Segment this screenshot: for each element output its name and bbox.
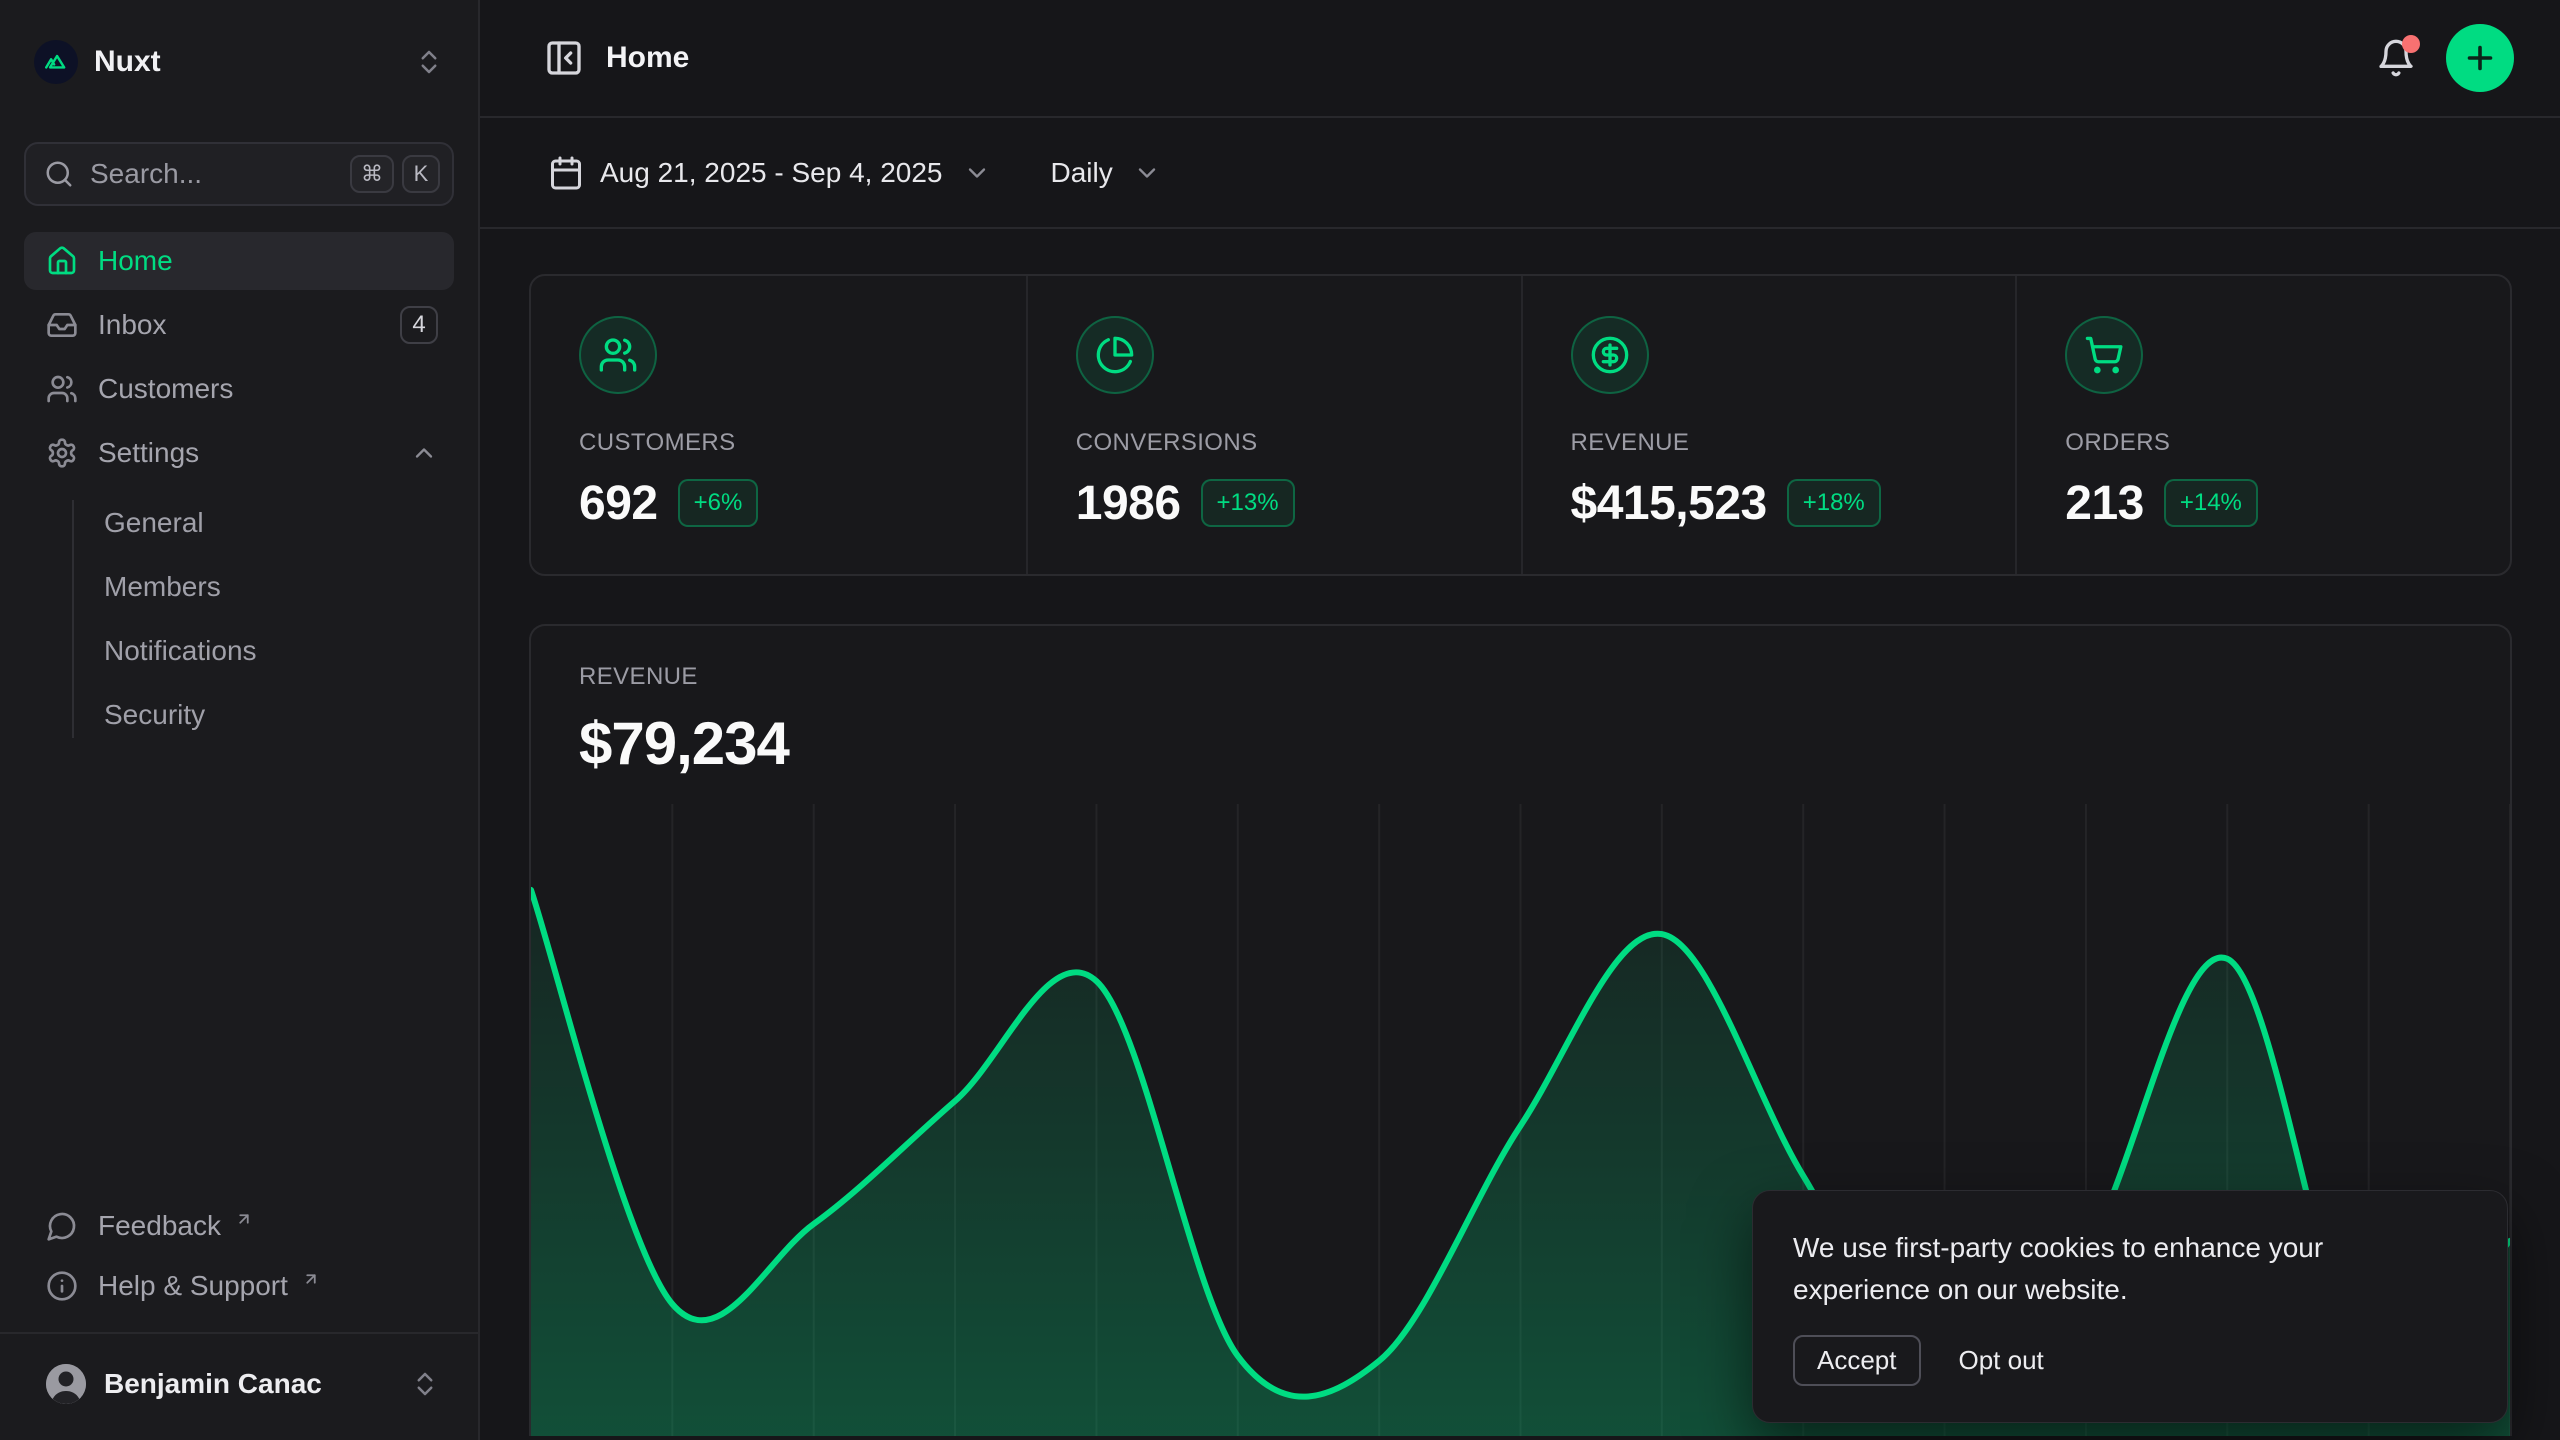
workspace-switcher[interactable]: Nuxt bbox=[24, 34, 454, 90]
cookie-banner: We use first-party cookies to enhance yo… bbox=[1752, 1190, 2508, 1423]
divider bbox=[0, 1332, 478, 1334]
user-name: Benjamin Canac bbox=[104, 1364, 322, 1403]
revenue-card-header: REVENUE $79,234 bbox=[531, 626, 2510, 786]
calendar-icon bbox=[548, 155, 584, 191]
sidebar-item-inbox[interactable]: Inbox 4 bbox=[24, 296, 454, 354]
sidebar-item-notifications[interactable]: Notifications bbox=[24, 622, 454, 680]
stat-label: ORDERS bbox=[2065, 426, 2462, 460]
sidebar-item-label: Home bbox=[98, 241, 173, 280]
home-icon bbox=[46, 245, 78, 277]
stat-delta-badge: +14% bbox=[2164, 479, 2258, 527]
chevrons-up-down-icon bbox=[410, 1369, 440, 1399]
search-placeholder: Search... bbox=[90, 154, 334, 193]
page-title: Home bbox=[606, 37, 689, 79]
inbox-count-badge: 4 bbox=[400, 306, 438, 344]
stat-conversions[interactable]: CONVERSIONS 1986 +13% bbox=[1026, 276, 1521, 576]
arrow-up-right-icon bbox=[235, 1210, 253, 1228]
revenue-value: $79,234 bbox=[579, 702, 2462, 786]
nuxt-logo-icon bbox=[34, 40, 78, 84]
message-bubble-icon bbox=[46, 1210, 78, 1242]
sidebar-item-label: Inbox bbox=[98, 305, 167, 344]
stat-value: 1986 bbox=[1076, 470, 1181, 537]
avatar bbox=[46, 1364, 86, 1404]
stat-delta-badge: +13% bbox=[1201, 479, 1295, 527]
stat-label: CUSTOMERS bbox=[579, 426, 978, 460]
add-button[interactable] bbox=[2446, 24, 2514, 92]
kbd-k: K bbox=[402, 155, 440, 193]
period-value: Daily bbox=[1051, 157, 1113, 189]
stat-label: REVENUE bbox=[1571, 426, 1968, 460]
header-actions bbox=[2376, 24, 2514, 92]
user-menu[interactable]: Benjamin Canac bbox=[24, 1352, 454, 1416]
stat-label: CONVERSIONS bbox=[1076, 426, 1473, 460]
gear-icon bbox=[46, 437, 78, 469]
shopping-cart-icon bbox=[2065, 316, 2143, 394]
sidebar-item-customers[interactable]: Customers bbox=[24, 360, 454, 418]
stat-customers[interactable]: CUSTOMERS 692 +6% bbox=[531, 276, 1026, 576]
stat-delta-badge: +6% bbox=[678, 479, 759, 527]
footer-link-label: Feedback bbox=[98, 1206, 221, 1245]
help-support-link[interactable]: Help & Support bbox=[24, 1258, 454, 1314]
chevron-down-icon bbox=[963, 159, 991, 187]
chevron-up-icon bbox=[410, 439, 438, 467]
stat-delta-badge: +18% bbox=[1787, 479, 1881, 527]
sidebar-item-label: Customers bbox=[98, 369, 233, 408]
brand-name: Nuxt bbox=[94, 41, 161, 83]
settings-children: General Members Notifications Security bbox=[24, 494, 454, 744]
sidebar-item-security[interactable]: Security bbox=[24, 686, 454, 744]
search-shortcut: ⌘ K bbox=[350, 155, 440, 193]
collapse-sidebar-button[interactable] bbox=[544, 38, 584, 78]
users-icon bbox=[46, 373, 78, 405]
app-header: Home bbox=[480, 0, 2560, 118]
date-range-picker[interactable]: Aug 21, 2025 - Sep 4, 2025 bbox=[548, 155, 991, 191]
search-input[interactable]: Search... ⌘ K bbox=[24, 142, 454, 206]
sidebar-footer: Feedback Help & Support Benjamin Canac bbox=[24, 1198, 454, 1416]
plus-icon bbox=[2462, 40, 2498, 76]
users-icon bbox=[579, 316, 657, 394]
inbox-icon bbox=[46, 309, 78, 341]
stat-revenue[interactable]: REVENUE $415,523 +18% bbox=[1521, 276, 2016, 576]
sidebar-item-settings[interactable]: Settings bbox=[24, 424, 454, 482]
toolbar: Aug 21, 2025 - Sep 4, 2025 Daily bbox=[480, 118, 2560, 229]
cookie-actions: Accept Opt out bbox=[1793, 1335, 2467, 1386]
sidebar-item-home[interactable]: Home bbox=[24, 232, 454, 290]
chevrons-up-down-icon bbox=[414, 47, 444, 77]
accept-button[interactable]: Accept bbox=[1793, 1335, 1921, 1386]
period-select[interactable]: Daily bbox=[1051, 157, 1161, 189]
feedback-link[interactable]: Feedback bbox=[24, 1198, 454, 1254]
stat-value: $415,523 bbox=[1571, 470, 1767, 537]
pie-chart-icon bbox=[1076, 316, 1154, 394]
opt-out-button[interactable]: Opt out bbox=[1959, 1345, 2044, 1376]
revenue-label: REVENUE bbox=[579, 660, 2462, 694]
stats-card: CUSTOMERS 692 +6% CONVERSIONS 1986 +13% bbox=[529, 274, 2512, 576]
cookie-message: We use first-party cookies to enhance yo… bbox=[1793, 1227, 2433, 1311]
stat-value: 213 bbox=[2065, 470, 2144, 537]
sidebar-item-general[interactable]: General bbox=[24, 494, 454, 552]
date-range-value: Aug 21, 2025 - Sep 4, 2025 bbox=[600, 157, 943, 189]
notifications-button[interactable] bbox=[2376, 38, 2416, 78]
info-circle-icon bbox=[46, 1270, 78, 1302]
stat-value: 692 bbox=[579, 470, 658, 537]
sidebar-item-members[interactable]: Members bbox=[24, 558, 454, 616]
sidebar: Nuxt Search... ⌘ K Home Inbox 4 bbox=[0, 0, 480, 1440]
footer-link-label: Help & Support bbox=[98, 1266, 288, 1305]
stat-orders[interactable]: ORDERS 213 +14% bbox=[2015, 276, 2510, 576]
search-icon bbox=[44, 159, 74, 189]
sidebar-item-label: Settings bbox=[98, 433, 199, 472]
notification-dot bbox=[2402, 35, 2420, 53]
kbd-cmd: ⌘ bbox=[350, 155, 394, 193]
sidebar-nav: Home Inbox 4 Customers Settings Ge bbox=[24, 232, 454, 744]
arrow-up-right-icon bbox=[302, 1270, 320, 1288]
circle-dollar-icon bbox=[1571, 316, 1649, 394]
panel-left-close-icon bbox=[544, 38, 584, 78]
chevron-down-icon bbox=[1133, 159, 1161, 187]
